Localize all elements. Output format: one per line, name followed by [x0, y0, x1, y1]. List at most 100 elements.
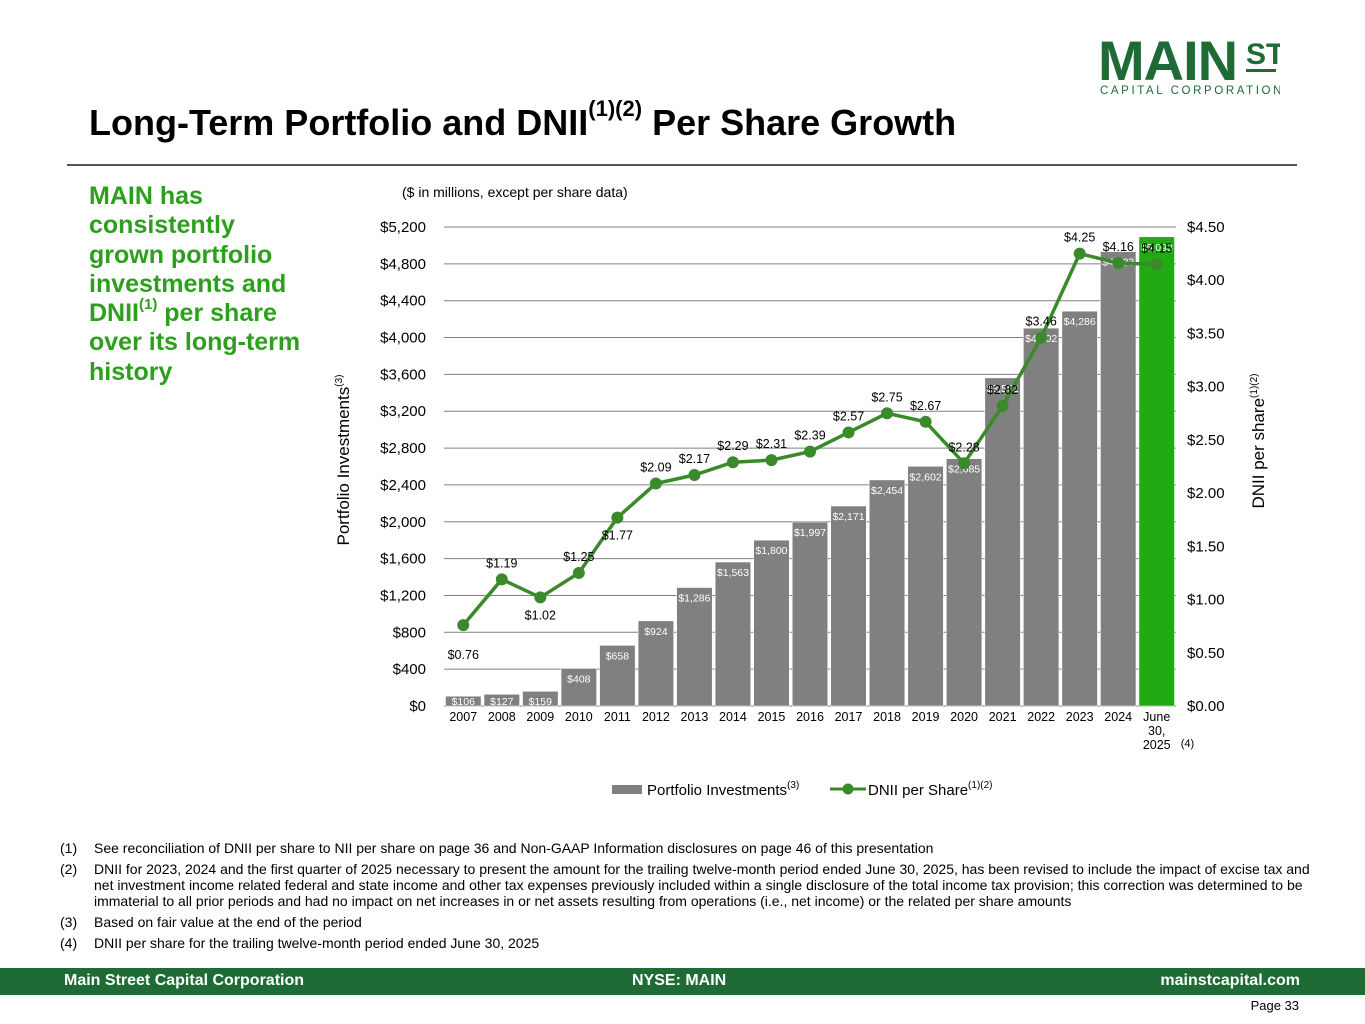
- dnii-value-label: $2.09: [640, 461, 671, 475]
- left-tick-label: $2,400: [380, 477, 426, 494]
- bar-value-label: $2,171: [832, 511, 864, 523]
- dnii-value-label: $2.57: [833, 409, 864, 423]
- bar-value-label: $2,685: [948, 464, 980, 476]
- footnotes: (1) See reconciliation of DNII per share …: [60, 840, 1310, 956]
- bar-value-label: $106: [452, 696, 476, 708]
- dnii-value-label: $4.15: [1141, 241, 1172, 255]
- bar-value-label: $1,286: [678, 593, 710, 605]
- right-tick-label: $3.50: [1187, 325, 1225, 342]
- bar-value-label: $2,454: [871, 485, 903, 497]
- legend-line-marker: [842, 783, 854, 795]
- x-axis-ticks: 2007 2008 2009 2010 2011 2012 2013 2014 2015 2016…: [449, 710, 1194, 752]
- bar-2016: [791, 521, 829, 707]
- bar-2007: [445, 695, 482, 707]
- title-footnote-ref: (1)(2): [588, 96, 643, 121]
- right-tick-label: $1.50: [1187, 538, 1225, 555]
- left-tick-label: $4,400: [380, 293, 426, 310]
- x-tick-label: 2022: [1027, 710, 1055, 724]
- dnii-value-label: $2.28: [948, 440, 979, 454]
- x-tick-label: 2009: [526, 710, 554, 724]
- dnii-value-label: $2.67: [910, 399, 941, 413]
- right-tick-label: $2.50: [1187, 432, 1225, 449]
- x-tick-label: 2011: [604, 710, 631, 724]
- x-tick-label: 2023: [1066, 710, 1094, 724]
- dnii-value-label: $4.25: [1064, 231, 1095, 245]
- bar-value-label: $658: [606, 650, 630, 662]
- x-tick-label: 2013: [681, 710, 709, 724]
- bar-2014: [714, 561, 751, 707]
- right-tick-label: $3.00: [1187, 379, 1225, 396]
- logo-st-text: ST: [1246, 38, 1280, 71]
- title-divider: [67, 164, 1297, 166]
- footer-bar: Main Street Capital Corporation NYSE: MA…: [0, 968, 1365, 995]
- left-axis-title: Portfolio Investments(3): [334, 375, 353, 546]
- right-tick-label: $0.00: [1187, 698, 1225, 715]
- page-title: Long-Term Portfolio and DNII(1)(2) Per S…: [89, 96, 957, 144]
- x-tick-label: 2019: [912, 710, 940, 724]
- dnii-point-2018: [881, 407, 894, 420]
- left-tick-label: $800: [393, 624, 426, 641]
- dnii-value-label: $2.29: [717, 439, 748, 453]
- dnii-point-2013: [688, 469, 701, 482]
- bar-value-label: $4,286: [1064, 316, 1096, 328]
- bar-2012: [637, 620, 674, 707]
- main-street-logo: MAIN ST CAPITAL CORPORATION: [1098, 34, 1280, 96]
- dnii-point-June 30, 2025: [1150, 258, 1163, 271]
- x-tick-label: 2008: [488, 710, 516, 724]
- dnii-value-label: $2.17: [679, 452, 710, 466]
- left-tick-label: $1,200: [380, 587, 426, 604]
- left-tick-label: $5,200: [380, 219, 426, 236]
- dnii-point-2024: [1112, 257, 1125, 270]
- dnii-point-2023: [1073, 247, 1086, 260]
- callout-text: MAIN has consistently grown portfolio in…: [89, 182, 301, 386]
- footnote-number: (3): [60, 914, 78, 930]
- bar-2017: [830, 505, 867, 707]
- chart-legend: Portfolio Investments(3) DNII per Share(…: [612, 780, 993, 799]
- left-tick-label: $4,800: [380, 256, 426, 273]
- left-tick-label: $1,600: [380, 551, 426, 568]
- right-tick-label: $2.00: [1187, 485, 1225, 502]
- bar-2021: [984, 377, 1021, 707]
- bar-June 30, 2025: [1138, 236, 1175, 707]
- footnote-number: (1): [60, 840, 78, 856]
- bar-2013: [676, 587, 713, 707]
- footnote-number: (4): [60, 935, 78, 951]
- footnote-text: DNII per share for the trailing twelve-m…: [94, 935, 540, 951]
- left-tick-label: $2,000: [380, 514, 426, 531]
- x-tick-label: 2018: [873, 710, 901, 724]
- bar-2009: [522, 691, 559, 707]
- dnii-point-2016: [804, 445, 816, 458]
- dnii-point-2015: [765, 454, 778, 467]
- dnii-value-label: $1.19: [486, 556, 517, 570]
- x-tick-note: (4): [1181, 738, 1194, 750]
- x-tick-label: 2020: [950, 710, 978, 724]
- left-tick-label: $2,800: [380, 440, 426, 457]
- bar-2015: [753, 539, 790, 707]
- bar-2024: [1100, 251, 1137, 707]
- dnii-point-2021: [996, 399, 1009, 412]
- left-axis-ticks: $0 $400 $800 $1,200 $1,600 $2,000 $2,400 $2,800…: [380, 219, 426, 715]
- dnii-value-label: $4.16: [1103, 240, 1134, 254]
- dnii-point-2019: [919, 415, 932, 428]
- footer-company: Main Street Capital Corporation: [64, 972, 305, 989]
- bar-2022: [1023, 327, 1060, 707]
- dnii-point-2017: [842, 426, 855, 439]
- bar-2010: [560, 668, 597, 707]
- bar-value-label: $408: [567, 673, 591, 685]
- footnote-3: (3) Based on fair value at the end of the…: [60, 914, 1310, 930]
- dnii-point-2011: [611, 511, 624, 524]
- dnii-value-label: $3.46: [1026, 315, 1057, 329]
- dnii-value-label: $1.02: [525, 608, 556, 622]
- bar-2020: [946, 458, 983, 707]
- bar-value-label: $127: [490, 696, 514, 708]
- logo-subtitle: CAPITAL CORPORATION: [1100, 85, 1280, 96]
- right-tick-label: $1.00: [1187, 592, 1225, 609]
- dnii-point-2022: [1035, 331, 1048, 344]
- dnii-value-label: $1.25: [563, 550, 594, 564]
- x-tick-label: 2021: [989, 710, 1017, 724]
- dnii-point-2020: [958, 457, 971, 470]
- dnii-point-2012: [649, 477, 662, 490]
- right-tick-label: $0.50: [1187, 645, 1225, 662]
- footnote-2: (2) DNII for 2023, 2024 and the first qua…: [60, 861, 1310, 909]
- bar-value-label: $2,602: [910, 471, 942, 483]
